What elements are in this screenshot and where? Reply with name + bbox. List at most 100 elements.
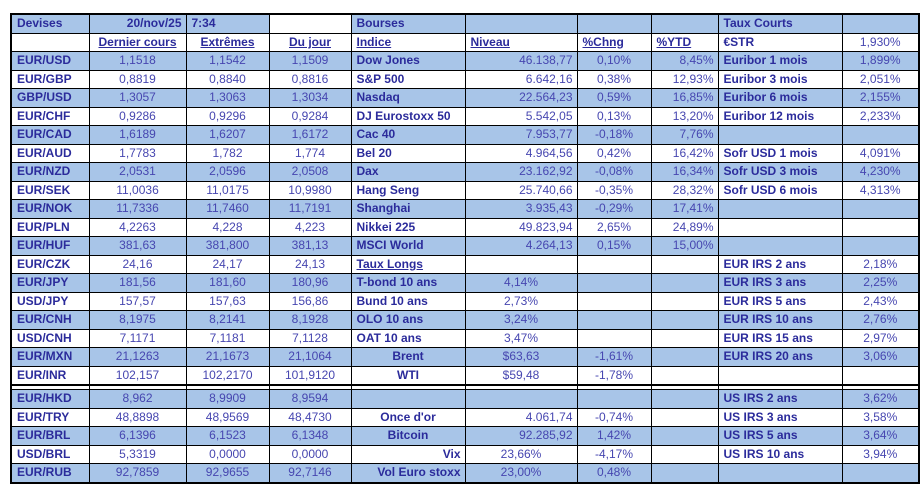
cell-dernier-cours: 157,57 [88, 291, 187, 311]
cell-du-jour: 24,13 [268, 254, 352, 274]
cell-pair: EUR/INR [10, 365, 90, 386]
rates-table: Devises 20/nov/25 7:34 Bourses Taux Courts De… [10, 13, 920, 484]
cell-indice: Shanghai [350, 199, 466, 219]
cell-extremes: 11,0175 [185, 180, 270, 200]
cell-indice: OAT 10 ans [350, 328, 466, 348]
cell-dernier-cours: 8,1975 [88, 310, 187, 330]
cell-extremes: 6,1523 [185, 426, 270, 446]
cell-pct-chng: -0,08% [576, 162, 652, 182]
cell-extremes: 24,17 [185, 254, 270, 274]
cell-dernier-cours: 4,2263 [88, 217, 187, 237]
cell-extremes: 0,0000 [185, 444, 270, 464]
cell-pct-chng [576, 389, 652, 409]
cell-pct-ytd: 16,42% [650, 143, 719, 163]
cell-niveau: 4,14% [464, 273, 578, 293]
cell-pair: EUR/SEK [10, 180, 90, 200]
cell-niveau [464, 389, 578, 409]
table-row: EUR/CHF 0,9286 0,9296 0,9284 DJ Eurostoxx 50… [10, 106, 920, 126]
cell-dernier-cours: 181,56 [88, 273, 187, 293]
cell-pair: USD/JPY [10, 291, 90, 311]
cell-pct-ytd [650, 328, 719, 348]
cell-niveau: 25.740,66 [464, 180, 578, 200]
cell-pct-chng [576, 13, 652, 34]
cell-extremes: Extrêmes [185, 32, 270, 52]
cell-dernier-cours: 24,16 [88, 254, 187, 274]
cell-taux-label: Euribor 12 mois [717, 106, 843, 126]
cell-dernier-cours: 381,63 [88, 236, 187, 256]
table-row: EUR/NZD 2,0531 2,0596 2,0508 Dax 23.162,92 -0,… [10, 162, 920, 182]
cell-pct-chng: -0,35% [576, 180, 652, 200]
cell-pair [10, 32, 90, 52]
cell-du-jour: 0,9284 [268, 106, 352, 126]
cell-indice: T-bond 10 ans [350, 273, 466, 293]
cell-pct-chng: 0,13% [576, 106, 652, 126]
cell-indice: Bund 10 ans [350, 291, 466, 311]
cell-taux-value [841, 125, 920, 145]
table-row: EUR/BRL 6,1396 6,1523 6,1348 Bitcoin 92.285,9… [10, 426, 920, 446]
cell-pct-ytd: 13,20% [650, 106, 719, 126]
cell-dernier-cours: 2,0531 [88, 162, 187, 182]
table-row: EUR/CZK 24,16 24,17 24,13 Taux Longs EUR IRS … [10, 254, 920, 274]
cell-niveau: 23,66% [464, 444, 578, 464]
cell-du-jour: 381,13 [268, 236, 352, 256]
cell-pct-chng [576, 310, 652, 330]
table-row: EUR/CNH 8,1975 8,2141 8,1928 OLO 10 ans 3,24%… [10, 310, 920, 330]
cell-dernier-cours: 1,1518 [88, 51, 187, 71]
cell-taux-label: US IRS 2 ans [717, 389, 843, 409]
cell-extremes: 4,228 [185, 217, 270, 237]
cell-pct-chng: -0,29% [576, 199, 652, 219]
cell-pct-chng: 0,48% [576, 463, 652, 483]
cell-dernier-cours: 11,7336 [88, 199, 187, 219]
cell-taux-value: 2,76% [841, 310, 920, 330]
cell-du-jour: 156,86 [268, 291, 352, 311]
cell-taux-label: US IRS 5 ans [717, 426, 843, 446]
cell-pct-chng: %Chng [576, 32, 652, 52]
cell-taux-value: 3,64% [841, 426, 920, 446]
cell-niveau: 2,73% [464, 291, 578, 311]
cell-taux-label: EUR IRS 20 ans [717, 347, 843, 367]
table-row: USD/BRL 5,3319 0,0000 0,0000 Vix 23,66% -4,17%… [10, 444, 920, 464]
cell-pct-ytd [650, 347, 719, 367]
cell-du-jour: 0,0000 [268, 444, 352, 464]
cell-du-jour: 1,1509 [268, 51, 352, 71]
cell-pair: EUR/NOK [10, 199, 90, 219]
cell-pct-chng: 0,10% [576, 51, 652, 71]
cell-taux-label: Euribor 1 mois [717, 51, 843, 71]
cell-pct-ytd: 12,93% [650, 69, 719, 89]
cell-dernier-cours: 48,8898 [88, 407, 187, 427]
cell-taux-value: 4,230% [841, 162, 920, 182]
cell-extremes: 0,9296 [185, 106, 270, 126]
cell-taux-label: Sofr USD 1 mois [717, 143, 843, 163]
cell-pct-ytd: 16,34% [650, 162, 719, 182]
cell-taux-value: 3,94% [841, 444, 920, 464]
cell-pair: EUR/NZD [10, 162, 90, 182]
cell-indice: Bitcoin [350, 426, 466, 446]
cell-pct-chng: -4,17% [576, 444, 652, 464]
table-row: EUR/RUB 92,7859 92,9655 92,7146 Vol Euro sto… [10, 463, 920, 483]
cell-extremes: 92,9655 [185, 463, 270, 483]
cell-taux-value: 2,155% [841, 88, 920, 108]
cell-pct-chng: -1,61% [576, 347, 652, 367]
cell-pct-ytd [650, 273, 719, 293]
table-row: EUR/INR 102,157 102,2170 101,9120 WTI $59,48-… [10, 365, 920, 386]
cell-niveau: 7.953,77 [464, 125, 578, 145]
cell-taux-label [717, 199, 843, 219]
cell-indice: Dax [350, 162, 466, 182]
cell-du-jour: 8,9594 [268, 389, 352, 409]
cell-indice: MSCI World [350, 236, 466, 256]
cell-extremes: 8,9909 [185, 389, 270, 409]
cell-taux-label [717, 125, 843, 145]
cell-dernier-cours: 0,8819 [88, 69, 187, 89]
cell-niveau: 23,00% [464, 463, 578, 483]
cell-extremes: 8,2141 [185, 310, 270, 330]
cell-taux-label: EUR IRS 2 ans [717, 254, 843, 274]
cell-indice: Vol Euro stoxx [350, 463, 466, 483]
cell-extremes: 381,800 [185, 236, 270, 256]
cell-indice: Nikkei 225 [350, 217, 466, 237]
cell-du-jour: 0,8816 [268, 69, 352, 89]
cell-du-jour: 21,1064 [268, 347, 352, 367]
cell-niveau: 3.935,43 [464, 199, 578, 219]
cell-pct-ytd [650, 310, 719, 330]
cell-niveau: 5.542,05 [464, 106, 578, 126]
cell-pct-chng [576, 273, 652, 293]
